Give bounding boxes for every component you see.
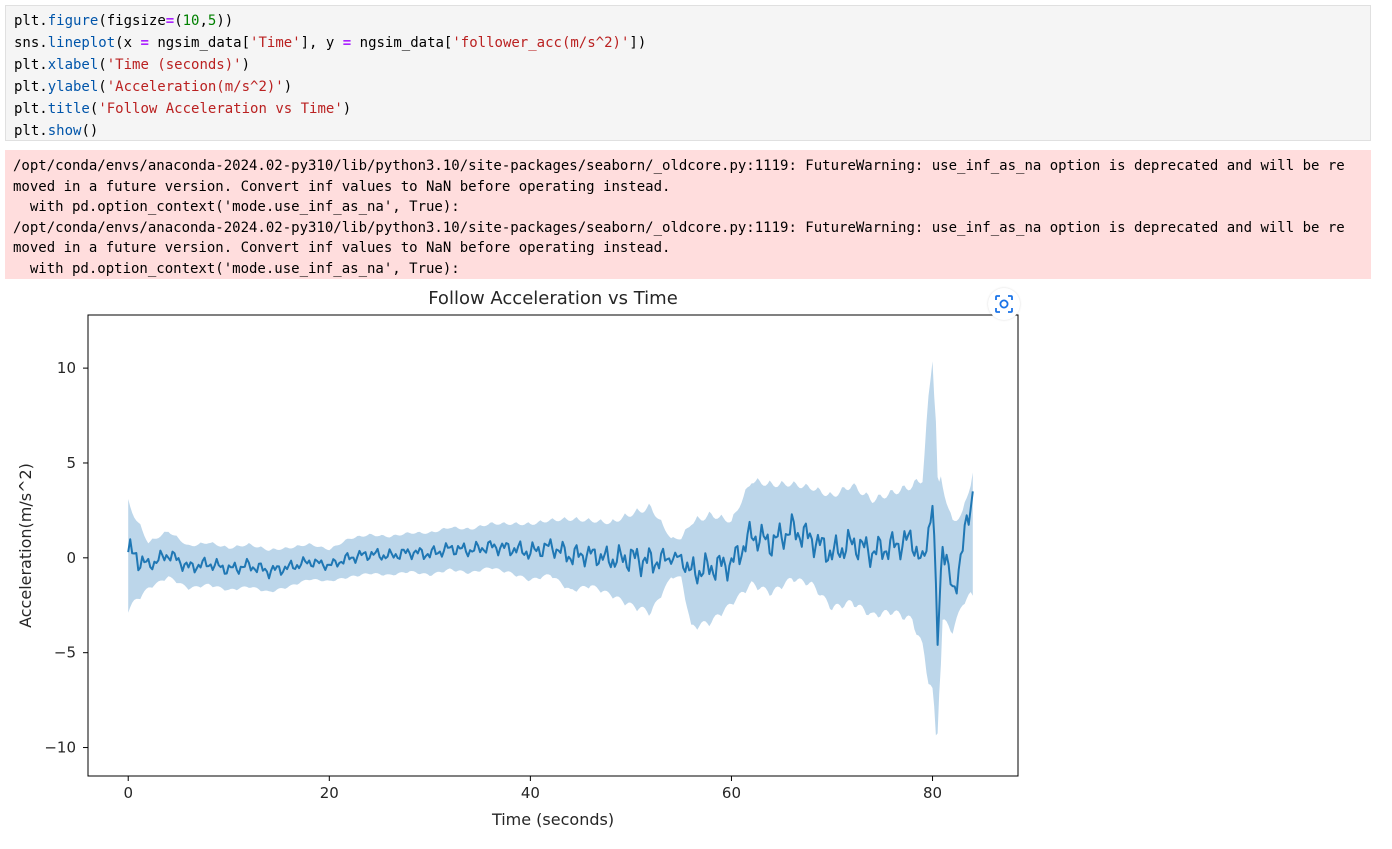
warning-line: with pd.option_context('mode.use_inf_as_…: [13, 199, 460, 215]
y-tick-label: 10: [57, 359, 76, 377]
code-token: 10: [182, 13, 200, 29]
series-line: [127, 491, 974, 646]
code-token: ]): [629, 35, 647, 51]
code-token: ,: [199, 13, 208, 29]
code-token: plt: [14, 13, 40, 29]
stderr-output: /opt/conda/envs/anaconda-2024.02-py310/l…: [5, 150, 1371, 279]
camera-screenshot-icon: [995, 295, 1013, 313]
code-token: 'Follow Acceleration vs Time': [98, 101, 343, 117]
code-token: ], y: [300, 35, 343, 51]
code-token: 'follower_acc(m/s^2)': [452, 35, 630, 51]
code-token: title: [47, 101, 90, 117]
code-token: (x: [115, 35, 141, 51]
y-tick-label: 5: [66, 454, 76, 472]
code-token: ngsim_data[: [148, 35, 251, 51]
code-token: (: [89, 101, 99, 117]
x-tick-label: 20: [320, 784, 339, 802]
code-token: =: [342, 35, 352, 51]
warning-line: /opt/conda/envs/anaconda-2024.02-py310/l…: [13, 219, 1345, 236]
code-line: plt.ylabel('Acceleration(m/s^2)'): [14, 76, 1362, 98]
warning-line: with pd.option_context('mode.use_inf_as_…: [13, 260, 460, 277]
code-token: xlabel: [47, 57, 99, 73]
code-token: )): [216, 13, 234, 29]
code-token: (: [98, 57, 107, 73]
code-token: =: [165, 13, 175, 29]
code-token: ngsim_data[: [351, 35, 453, 51]
code-token: 'Time (seconds)': [106, 57, 242, 73]
code-token: ): [241, 57, 251, 73]
code-line: plt.xlabel('Time (seconds)'): [14, 54, 1362, 76]
code-token: plt.: [14, 101, 48, 117]
code-token: 5: [207, 13, 217, 29]
code-line: plt.show(): [14, 120, 1362, 142]
x-tick-label: 40: [521, 784, 540, 802]
code-token: lineplot: [47, 35, 116, 51]
code-cell[interactable]: plt.figure(figsize=(10,5)) sns.lineplot(…: [5, 5, 1371, 141]
y-tick-label: 0: [66, 549, 76, 567]
code-token: (): [81, 123, 99, 139]
code-token: (: [98, 79, 107, 95]
screenshot-button[interactable]: [988, 288, 1020, 320]
axes-frame: [87, 314, 1019, 777]
y-tick-label: −10: [44, 739, 76, 757]
code-token: plt.: [14, 123, 48, 139]
code-token: (: [174, 13, 183, 29]
code-token: figure: [47, 13, 99, 29]
code-token: show: [47, 123, 82, 139]
confidence-band: [128, 361, 973, 736]
code-token: 'Time': [250, 35, 301, 51]
x-tick-label: 80: [923, 784, 942, 802]
code-line: sns.lineplot(x = ngsim_data['Time'], y =…: [14, 32, 1362, 54]
warning-line: moved in a future version. Convert inf v…: [13, 178, 671, 195]
code-token: ylabel: [47, 79, 99, 95]
warning-line: /opt/conda/envs/anaconda-2024.02-py310/l…: [13, 158, 1345, 174]
x-tick-label: 60: [722, 784, 741, 802]
y-tick-label: −5: [54, 644, 76, 662]
x-axis-label: Time (seconds): [491, 810, 614, 829]
code-token: plt.: [14, 57, 48, 73]
code-line: plt.title('Follow Acceleration vs Time'): [14, 98, 1362, 120]
code-token: ): [342, 101, 352, 117]
code-token: =: [140, 35, 149, 51]
code-token: 'Acceleration(m/s^2)': [106, 79, 284, 95]
code-token: sns.: [14, 35, 48, 51]
warning-line: moved in a future version. Convert inf v…: [13, 240, 671, 256]
x-tick-label: 0: [123, 784, 133, 802]
line-chart: 0 20 40 60 80 −10 −5 0 5 10 Follow Acceleration vs…: [16, 288, 1019, 829]
code-token: ): [283, 79, 293, 95]
chart-title: Follow Acceleration vs Time: [428, 288, 678, 309]
code-token: .: [39, 13, 48, 29]
code-line: plt.figure(figsize=(10,5)): [14, 10, 1362, 32]
y-axis-label: Acceleration(m/s^2): [16, 463, 35, 628]
code-token: plt.: [14, 79, 48, 95]
code-token: (figsize: [98, 13, 166, 29]
plot-output: 0 20 40 60 80 −10 −5 0 5 10 Follow Acceleration vs…: [0, 280, 1040, 844]
